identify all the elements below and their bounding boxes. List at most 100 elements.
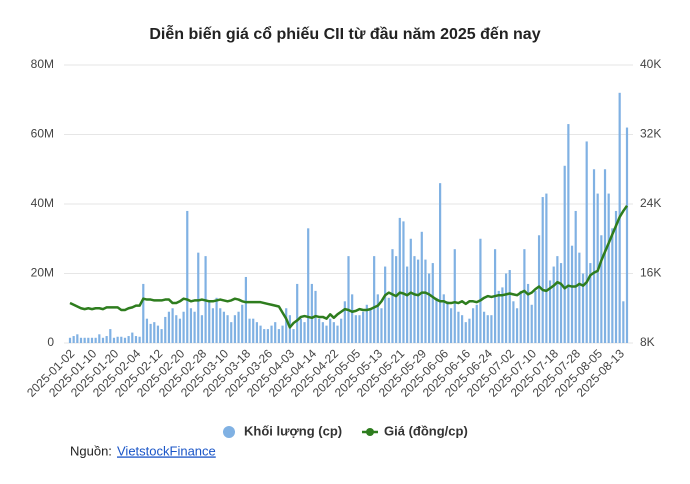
bar [329, 318, 332, 343]
bar [153, 322, 156, 343]
bar [395, 256, 398, 343]
bar [292, 329, 295, 343]
bar [215, 297, 218, 343]
bar [156, 325, 160, 343]
y-tick-label: 60M [31, 127, 54, 141]
bar [200, 315, 204, 343]
bar [263, 329, 266, 343]
bar [464, 322, 467, 343]
bar [567, 124, 570, 343]
bar [442, 294, 445, 343]
bar [112, 337, 116, 343]
bar [354, 315, 357, 343]
bar [296, 283, 299, 343]
bar [259, 325, 262, 343]
bar [303, 322, 306, 343]
bar [171, 308, 174, 343]
bar [343, 301, 346, 343]
bar [182, 311, 185, 343]
bar [413, 256, 416, 343]
bar [424, 259, 427, 343]
bar [120, 336, 123, 343]
bar [351, 294, 354, 343]
bar [526, 283, 530, 343]
chart-title: Diễn biến giá cổ phiếu CII từ đầu năm 20… [149, 24, 540, 43]
bar [450, 308, 453, 343]
bar [241, 304, 244, 343]
bar [332, 322, 335, 343]
bar [105, 336, 108, 343]
bar [406, 266, 409, 343]
bar [175, 315, 178, 343]
bar [233, 315, 237, 343]
bar [611, 228, 614, 343]
bar [160, 329, 163, 343]
bar [222, 311, 226, 343]
bar [468, 318, 471, 343]
bar [428, 273, 431, 343]
bar [98, 334, 101, 343]
bar [589, 263, 592, 343]
bar [274, 322, 277, 343]
bar [570, 245, 574, 343]
bar [420, 231, 423, 343]
legend-label: Giá (đồng/cp) [384, 423, 468, 438]
y-tick-label: 40M [31, 196, 54, 210]
bar [281, 325, 284, 343]
bar [142, 283, 145, 343]
bar [109, 329, 112, 343]
bar [226, 315, 229, 343]
bar [504, 273, 508, 343]
bar [515, 308, 519, 343]
bar [556, 256, 559, 343]
bar [439, 183, 442, 343]
bar [116, 336, 119, 343]
bar [559, 263, 563, 343]
bar [244, 276, 247, 343]
bar [230, 322, 233, 343]
y2-tick-label: 32K [640, 127, 661, 141]
bar [307, 228, 310, 343]
bar [123, 337, 127, 343]
bar [563, 165, 566, 343]
bar [167, 311, 171, 343]
bar [266, 329, 269, 343]
bar [189, 308, 193, 343]
bar [548, 280, 552, 343]
bar [607, 193, 610, 343]
bar [453, 249, 456, 343]
bar [358, 315, 361, 343]
bar [72, 336, 75, 343]
bar [127, 336, 130, 343]
bar [138, 336, 141, 343]
bar [545, 193, 548, 343]
bar [431, 263, 434, 343]
bar [380, 308, 383, 343]
bar [479, 238, 482, 343]
bar [614, 210, 618, 343]
bar [237, 311, 240, 343]
bar [523, 249, 526, 343]
bar [76, 334, 79, 343]
bar [94, 337, 97, 343]
bar [391, 249, 394, 343]
bar [325, 325, 328, 343]
y-tick-label: 20M [31, 266, 54, 280]
bar [600, 235, 603, 343]
y-tick-label: 0 [47, 335, 54, 349]
bar [101, 337, 105, 343]
bar [585, 141, 588, 343]
bar [365, 304, 368, 343]
y-tick-label: 80M [31, 57, 54, 71]
bar [376, 294, 379, 343]
source-link[interactable]: VietstockFinance [117, 443, 216, 458]
bar [285, 308, 288, 343]
bar [581, 273, 585, 343]
bar [537, 235, 541, 343]
bar [475, 304, 478, 343]
bar [362, 311, 365, 343]
bar [68, 337, 72, 343]
bar [457, 311, 460, 343]
bar [574, 210, 577, 343]
